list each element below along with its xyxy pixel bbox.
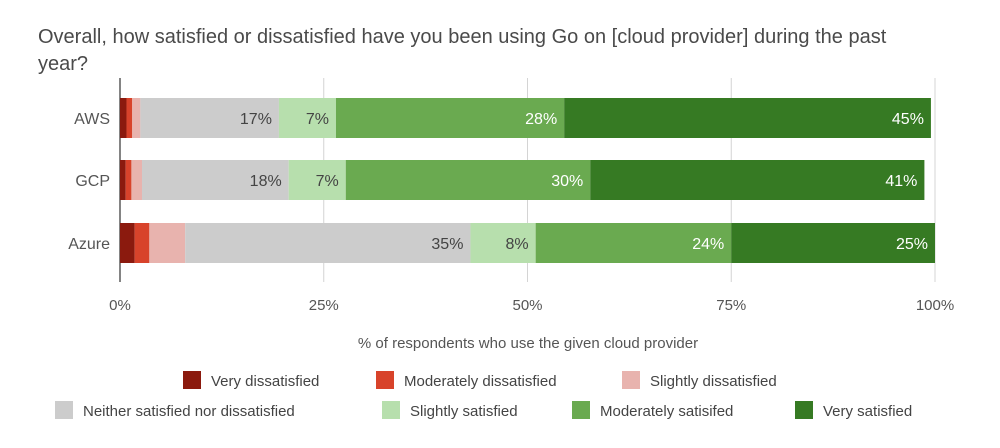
bar-segment [120, 160, 126, 200]
bar-segment [131, 160, 143, 200]
bar-segment [288, 160, 346, 200]
bar-segment [278, 98, 336, 138]
legend-swatch [795, 401, 813, 419]
legend-swatch [55, 401, 73, 419]
x-tick-label: 0% [109, 297, 131, 314]
legend-swatch [183, 371, 201, 389]
bar-segment [140, 98, 279, 138]
legend: Very dissatisfied Moderately dissatisfied… [55, 371, 912, 420]
chart-title-line-1: Overall, how satisfied or dissatisfied h… [38, 26, 887, 48]
data-label: 41% [885, 173, 917, 190]
data-label: 35% [431, 236, 463, 253]
x-tick-label: 50% [512, 297, 542, 314]
data-label: 45% [892, 111, 924, 128]
legend-swatch [382, 401, 400, 419]
bar-segment [470, 223, 536, 263]
x-tick-label: 25% [309, 297, 339, 314]
data-label: 18% [250, 173, 282, 190]
bar-segment [125, 160, 132, 200]
bar-segment [120, 223, 135, 263]
bar-segment [590, 160, 925, 200]
bar-segment [142, 160, 289, 200]
data-label: 30% [551, 173, 583, 190]
bar-segment [134, 223, 150, 263]
data-label: 7% [306, 111, 329, 128]
bar-segment [132, 98, 141, 138]
bar-segment [335, 98, 565, 138]
chart-title-line-2: year? [38, 53, 88, 75]
legend-label: Slightly satisfied [410, 403, 518, 420]
category-label: Azure [68, 236, 110, 253]
legend-label: Slightly dissatisfied [650, 373, 777, 390]
data-label: 24% [692, 236, 724, 253]
bar-segment [535, 223, 732, 263]
bar-segment [185, 223, 471, 263]
legend-label: Very dissatisfied [211, 373, 319, 390]
legend-label: Neither satisfied nor dissatisfied [83, 403, 295, 420]
legend-label: Moderately satisifed [600, 403, 733, 420]
bar-segment [120, 98, 127, 138]
bar-segment [345, 160, 591, 200]
category-labels: AWS GCP Azure [68, 111, 110, 253]
bars: 17% 7% 28% 45% 18% 7% 30% 41% 35% 8% 24% 25% [120, 98, 935, 263]
legend-label: Very satisfied [823, 403, 912, 420]
x-tick-label: 75% [716, 297, 746, 314]
data-label: 28% [525, 111, 557, 128]
bar-segment [149, 223, 186, 263]
data-label: 25% [896, 236, 928, 253]
bar-segment [126, 98, 133, 138]
x-axis-title: % of respondents who use the given cloud… [358, 335, 698, 352]
x-tick-label: 100% [916, 297, 954, 314]
data-label: 7% [316, 173, 339, 190]
legend-label: Moderately dissatisfied [404, 373, 557, 390]
legend-swatch [622, 371, 640, 389]
category-label: AWS [74, 111, 110, 128]
bar-segment [564, 98, 931, 138]
legend-swatch [572, 401, 590, 419]
category-label: GCP [75, 173, 110, 190]
x-tick-labels: 0% 25% 50% 75% 100% [109, 297, 954, 314]
bar-segment [731, 223, 935, 263]
legend-swatch [376, 371, 394, 389]
data-label: 8% [506, 236, 529, 253]
data-label: 17% [240, 111, 272, 128]
